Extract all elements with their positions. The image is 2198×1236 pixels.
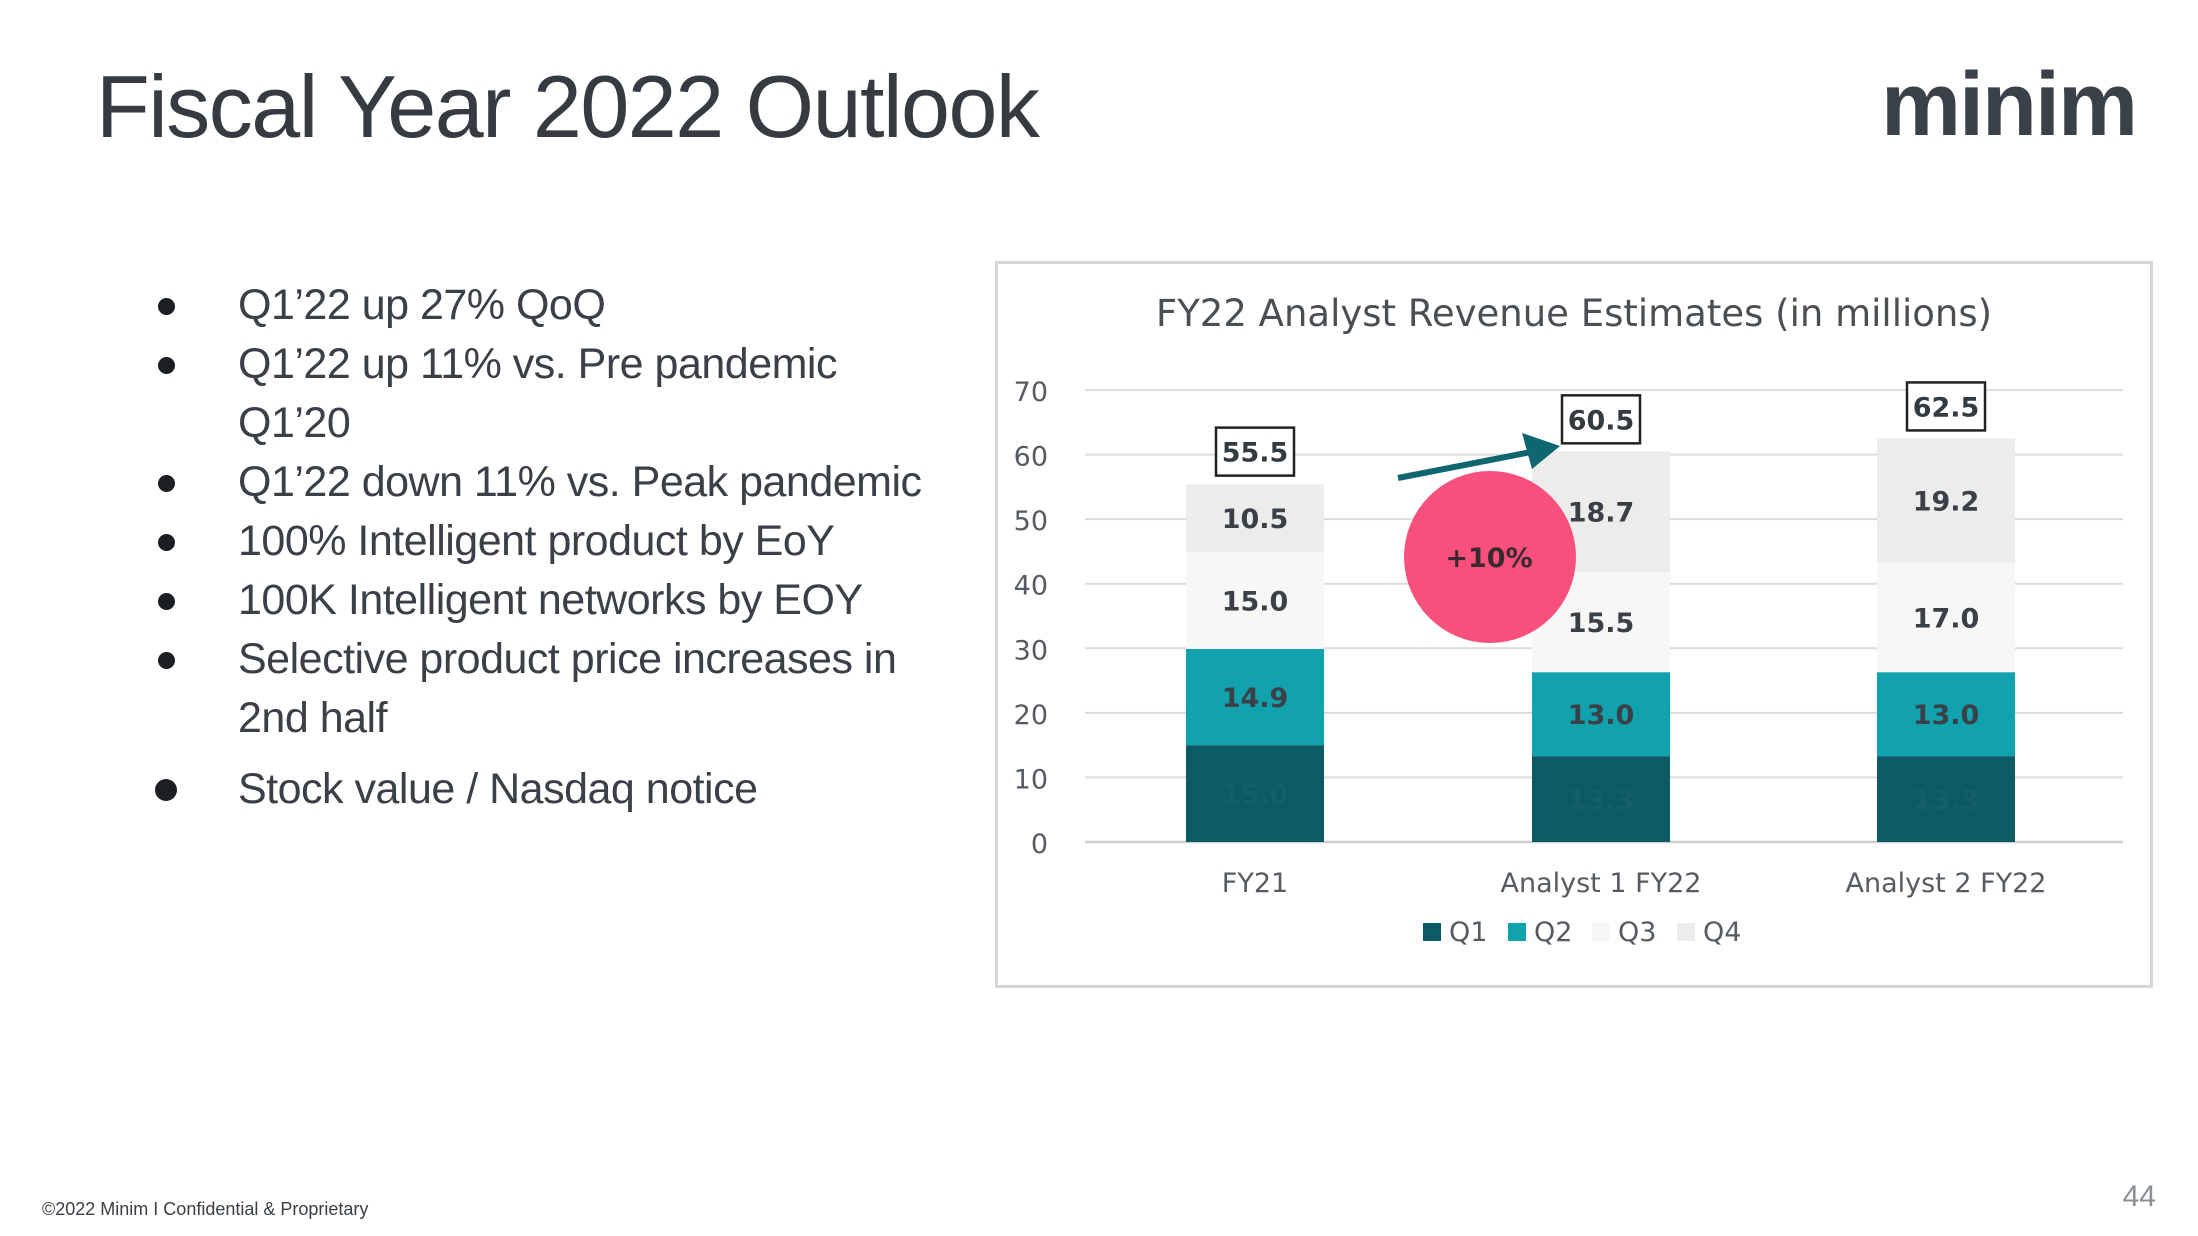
growth-arrow-icon [1397, 448, 1537, 481]
data-label: 17.0 [1913, 603, 1980, 634]
growth-label: +10% [1445, 543, 1532, 574]
legend-label: Q1 [1449, 917, 1487, 948]
bullet-dot-icon [158, 357, 175, 374]
y-tick-label: 40 [1014, 571, 1048, 602]
data-label: 15.0 [1222, 587, 1289, 618]
page-number: 44 [2122, 1180, 2156, 1213]
bar-segment [1186, 552, 1324, 649]
bullet-item: Q1’22 up 11% vs. Pre pandemic Q1’20 [150, 335, 950, 453]
y-tick-label: 0 [1031, 829, 1048, 860]
data-label: 18.7 [1568, 498, 1635, 529]
bar-segment [1186, 745, 1324, 842]
bullet-item: Q1’22 down 11% vs. Peak pandemic [150, 453, 950, 512]
bullet-dot-icon [158, 652, 175, 669]
data-label: 10.5 [1222, 504, 1289, 535]
minim-logo: minim [1880, 55, 2138, 155]
chart-title: FY22 Analyst Revenue Estimates (in milli… [1156, 292, 1992, 335]
total-label: 60.5 [1568, 405, 1635, 436]
bullet-item: Stock value / Nasdaq notice [150, 760, 950, 819]
revenue-stacked-bar-chart: FY22 Analyst Revenue Estimates (in milli… [1014, 292, 2123, 948]
legend-swatch [1592, 923, 1610, 941]
revenue-chart-frame: FY22 Analyst Revenue Estimates (in milli… [995, 261, 2153, 988]
y-tick-label: 30 [1014, 635, 1048, 666]
legend-label: Q3 [1618, 917, 1656, 948]
bar-segment [1186, 484, 1324, 553]
bullet-dot-icon [158, 593, 175, 610]
total-box [1560, 394, 1642, 445]
arrow-head-icon [1522, 433, 1560, 469]
legend-swatch [1423, 923, 1441, 941]
bullet-item: Selective product price increases in 2nd… [150, 630, 950, 748]
footer-copyright: ©2022 Minim I Confidential & Proprietary [42, 1199, 369, 1219]
total-label: 62.5 [1913, 392, 1980, 423]
data-label: 15.0 [1222, 780, 1289, 811]
x-tick-label: Analyst 2 FY22 [1846, 868, 2047, 899]
bar-segment [1877, 438, 2015, 563]
data-label: 13.3 [1568, 785, 1635, 816]
data-label: 13.0 [1913, 700, 1980, 731]
x-tick-label: FY21 [1222, 868, 1288, 899]
legend-label: Q2 [1534, 917, 1572, 948]
y-tick-label: 20 [1014, 700, 1048, 731]
total-box [1214, 426, 1296, 477]
data-label: 13.3 [1913, 785, 1980, 816]
bar-segment [1877, 756, 2015, 842]
bullet-dot-icon [158, 534, 175, 551]
data-label: 15.5 [1568, 608, 1635, 639]
bullet-dot-icon [158, 475, 175, 492]
y-tick-label: 10 [1014, 764, 1048, 795]
data-label: 13.0 [1568, 700, 1635, 731]
y-tick-label: 50 [1014, 506, 1048, 537]
total-label: 55.5 [1222, 438, 1289, 469]
page-title: Fiscal Year 2022 Outlook [96, 57, 1040, 156]
bullet-item: 100K Intelligent networks by EOY [150, 571, 950, 630]
growth-circle-badge [1404, 471, 1576, 643]
y-tick-label: 70 [1014, 377, 1048, 408]
x-tick-label: Analyst 1 FY22 [1501, 868, 1702, 899]
bullet-item: Q1’22 up 27% QoQ [150, 276, 950, 335]
total-box [1905, 381, 1987, 432]
bar-segment [1877, 672, 2015, 757]
bar-segment [1532, 672, 1670, 757]
data-label: 14.9 [1222, 683, 1289, 714]
data-label: 19.2 [1913, 486, 1980, 517]
bullet-list: Q1’22 up 27% QoQ Q1’22 up 11% vs. Pre pa… [150, 276, 950, 819]
y-tick-label: 60 [1014, 442, 1048, 473]
bullet-dot-icon [155, 779, 177, 801]
bar-segment [1532, 756, 1670, 842]
bar-segment [1186, 648, 1324, 746]
legend-swatch [1508, 923, 1526, 941]
bullet-dot-icon [158, 298, 175, 315]
legend-label: Q4 [1703, 917, 1741, 948]
bar-segment [1877, 562, 2015, 673]
bullet-item: 100% Intelligent product by EoY [150, 512, 950, 571]
legend-swatch [1677, 923, 1695, 941]
